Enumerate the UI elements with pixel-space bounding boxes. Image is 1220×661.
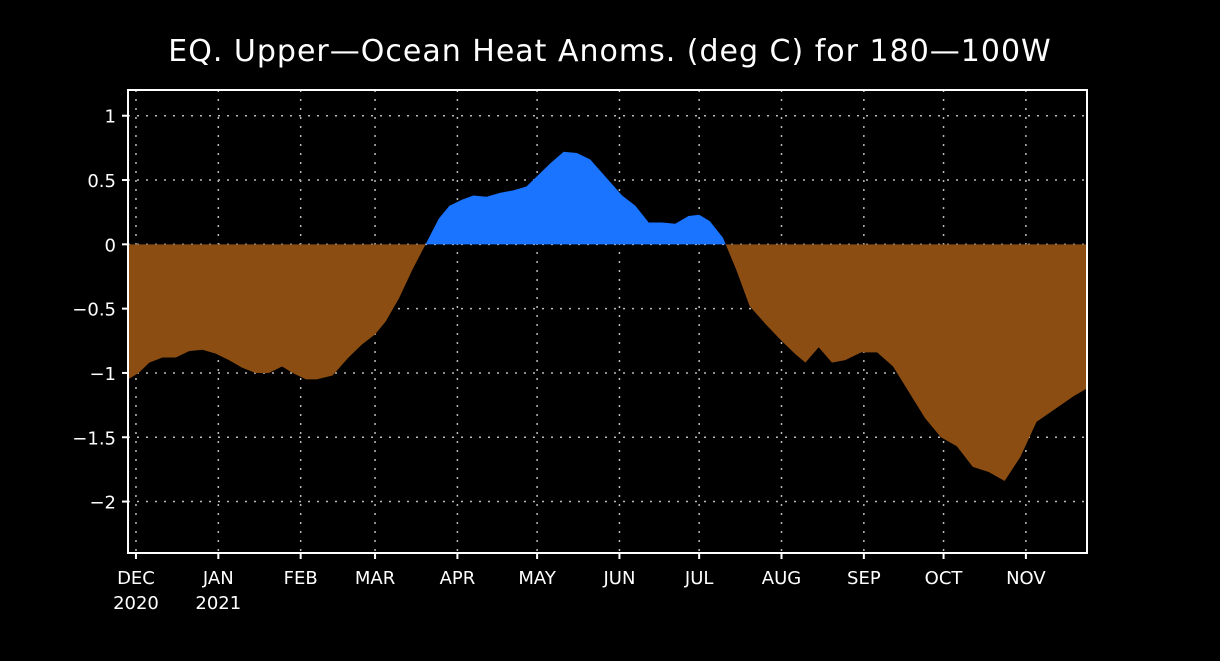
x-tick-label-month: OCT	[925, 568, 964, 589]
y-tick-label: 0	[105, 235, 116, 256]
y-tick-label: −1.5	[72, 428, 116, 449]
x-tick-label-month: NOV	[1006, 568, 1046, 589]
x-tick-label-month: MAR	[355, 568, 395, 589]
x-tick-label-month: AUG	[762, 568, 801, 589]
x-tick-label-year: 2020	[113, 593, 159, 614]
negative-anomaly-area	[128, 244, 1087, 481]
x-tick-label-month: APR	[440, 568, 476, 589]
y-tick-label: −0.5	[72, 300, 116, 321]
x-tick-label-month: JAN	[202, 568, 234, 589]
y-tick-label: −2	[89, 493, 116, 514]
x-tick-label-month: JUL	[684, 568, 714, 589]
x-tick-label-month: FEB	[284, 568, 318, 589]
axis-layer	[122, 89, 1088, 559]
label-layer: 1 0.5 0 −0.5 −1 −1.5 −2 DEC 2020 JAN 2021 FEB MAR APR…	[72, 107, 1046, 614]
x-tick-label-month: MAY	[518, 568, 556, 589]
plot-frame	[127, 89, 1088, 554]
x-tick-label-month: SEP	[847, 568, 881, 589]
y-tick-label: 1	[105, 107, 116, 128]
x-tick-label-month: JUN	[602, 568, 635, 589]
positive-anomaly-area	[128, 151, 1087, 245]
area-layer	[128, 151, 1087, 481]
chart-title: EQ. Upper—Ocean Heat Anoms. (deg C) for …	[168, 34, 1052, 69]
x-tick-label-month: DEC	[117, 568, 155, 589]
y-tick-label: 0.5	[87, 171, 116, 192]
y-tick-label: −1	[89, 364, 116, 385]
x-tick-label-year: 2021	[195, 593, 241, 614]
